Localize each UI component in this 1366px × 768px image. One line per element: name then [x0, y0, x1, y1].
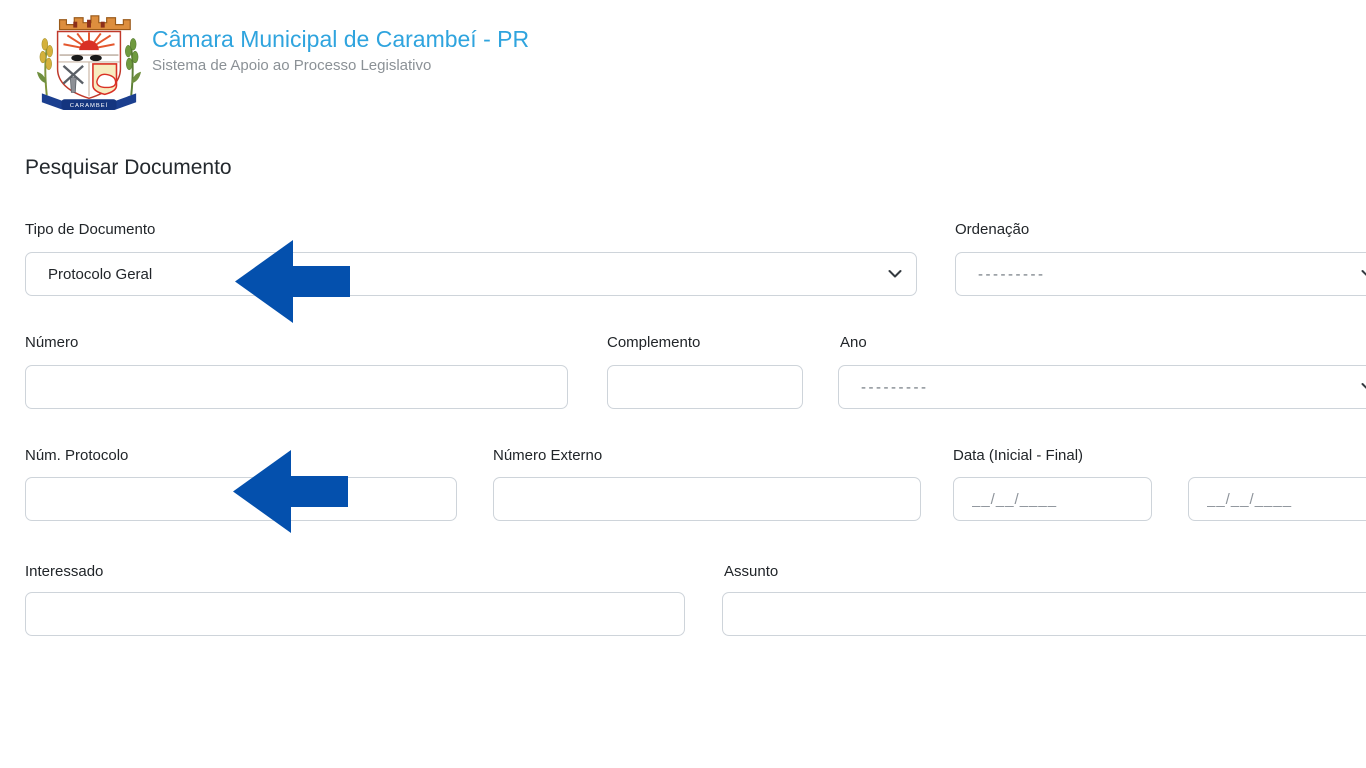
municipality-coat-of-arms-logo: CARAMBEÍ: [36, 15, 142, 111]
interessado-label: Interessado: [25, 563, 104, 580]
num-protocolo-input[interactable]: [25, 477, 457, 521]
interessado-input[interactable]: [25, 592, 685, 636]
tipo-documento-selected-value: Protocolo Geral: [48, 265, 153, 283]
tipo-documento-label: Tipo de Documento: [25, 221, 156, 238]
num-protocolo-label: Núm. Protocolo: [25, 447, 129, 464]
tipo-documento-select[interactable]: Protocolo Geral: [25, 252, 917, 296]
numero-label: Número: [25, 334, 79, 351]
app-title: Câmara Municipal de Carambeí - PR: [152, 26, 530, 52]
numero-externo-input[interactable]: [493, 477, 921, 521]
ordenacao-label: Ordenação: [955, 221, 1030, 238]
ordenacao-select[interactable]: ---------: [955, 252, 1366, 296]
ano-select[interactable]: ---------: [838, 365, 1366, 409]
ano-selected-value: ---------: [861, 378, 929, 396]
chevron-down-icon: [1361, 270, 1366, 276]
chevron-down-icon: [888, 270, 902, 278]
ano-label: Ano: [840, 334, 867, 351]
complemento-label: Complemento: [607, 334, 701, 351]
assunto-input[interactable]: [722, 592, 1366, 636]
assunto-label: Assunto: [724, 563, 779, 580]
app-subtitle: Sistema de Apoio ao Processo Legislativo: [152, 57, 432, 74]
data-inicial-final-label: Data (Inicial - Final): [953, 447, 1084, 464]
data-inicial-input[interactable]: [953, 477, 1152, 521]
data-final-input[interactable]: [1188, 477, 1366, 521]
numero-externo-label: Número Externo: [493, 447, 603, 464]
ordenacao-selected-value: ---------: [978, 265, 1046, 283]
chevron-down-icon: [1361, 383, 1366, 389]
logo-banner-text: CARAMBEÍ: [70, 102, 109, 109]
numero-input[interactable]: [25, 365, 568, 409]
page-title: Pesquisar Documento: [25, 156, 232, 179]
complemento-input[interactable]: [607, 365, 803, 409]
